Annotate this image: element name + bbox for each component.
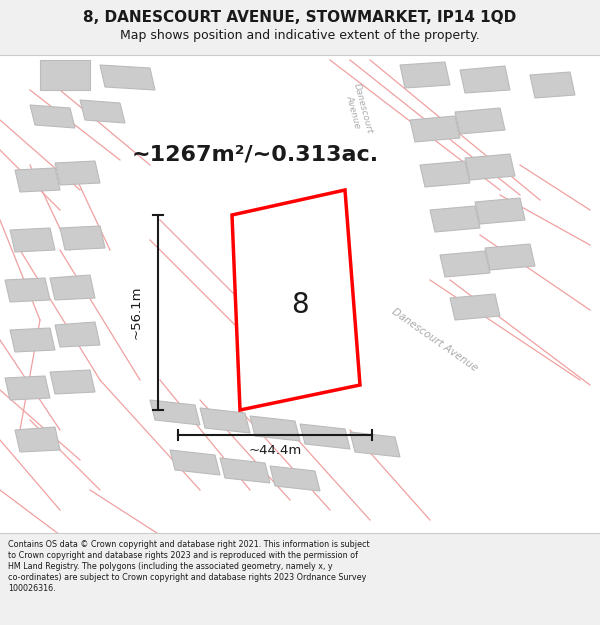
Text: 8, DANESCOURT AVENUE, STOWMARKET, IP14 1QD: 8, DANESCOURT AVENUE, STOWMARKET, IP14 1…	[83, 11, 517, 26]
Polygon shape	[250, 416, 300, 441]
Polygon shape	[460, 66, 510, 93]
Text: ~56.1m: ~56.1m	[130, 286, 143, 339]
Polygon shape	[220, 458, 270, 483]
Polygon shape	[485, 244, 535, 270]
Text: 8: 8	[291, 291, 309, 319]
Bar	[0, 0, 600, 55]
Polygon shape	[5, 278, 50, 302]
Polygon shape	[55, 322, 100, 347]
Text: Contains OS data © Crown copyright and database right 2021. This information is : Contains OS data © Crown copyright and d…	[8, 540, 370, 549]
Bar	[0, 533, 600, 625]
Polygon shape	[15, 427, 60, 452]
Bar	[0, 55, 600, 533]
Polygon shape	[450, 294, 500, 320]
Text: 100026316.: 100026316.	[8, 584, 56, 593]
Polygon shape	[5, 376, 50, 400]
Polygon shape	[400, 62, 450, 88]
Polygon shape	[440, 251, 490, 277]
Polygon shape	[50, 370, 95, 394]
Polygon shape	[430, 206, 480, 232]
Polygon shape	[200, 408, 250, 433]
Polygon shape	[420, 161, 470, 187]
Polygon shape	[30, 105, 75, 128]
Text: HM Land Registry. The polygons (including the associated geometry, namely x, y: HM Land Registry. The polygons (includin…	[8, 562, 332, 571]
Polygon shape	[150, 400, 200, 425]
Text: Map shows position and indicative extent of the property.: Map shows position and indicative extent…	[120, 29, 480, 42]
Polygon shape	[300, 424, 350, 449]
Polygon shape	[10, 328, 55, 352]
Polygon shape	[350, 432, 400, 457]
Polygon shape	[60, 226, 105, 250]
Polygon shape	[80, 100, 125, 123]
Polygon shape	[10, 228, 55, 252]
Polygon shape	[40, 60, 90, 90]
Text: ~1267m²/~0.313ac.: ~1267m²/~0.313ac.	[131, 145, 379, 165]
Polygon shape	[55, 161, 100, 185]
Polygon shape	[455, 108, 505, 134]
Polygon shape	[50, 275, 95, 300]
Text: to Crown copyright and database rights 2023 and is reproduced with the permissio: to Crown copyright and database rights 2…	[8, 551, 358, 560]
Polygon shape	[15, 168, 60, 192]
Polygon shape	[232, 190, 360, 410]
Polygon shape	[170, 450, 220, 475]
Text: Danescourt Avenue: Danescourt Avenue	[390, 306, 480, 374]
Polygon shape	[410, 116, 460, 142]
Polygon shape	[475, 198, 525, 224]
Text: co-ordinates) are subject to Crown copyright and database rights 2023 Ordnance S: co-ordinates) are subject to Crown copyr…	[8, 573, 367, 582]
Text: ~44.4m: ~44.4m	[248, 444, 302, 458]
Polygon shape	[100, 65, 155, 90]
Polygon shape	[270, 466, 320, 491]
Polygon shape	[465, 154, 515, 180]
Polygon shape	[530, 72, 575, 98]
Text: Danescourt
Avenue: Danescourt Avenue	[342, 82, 374, 138]
